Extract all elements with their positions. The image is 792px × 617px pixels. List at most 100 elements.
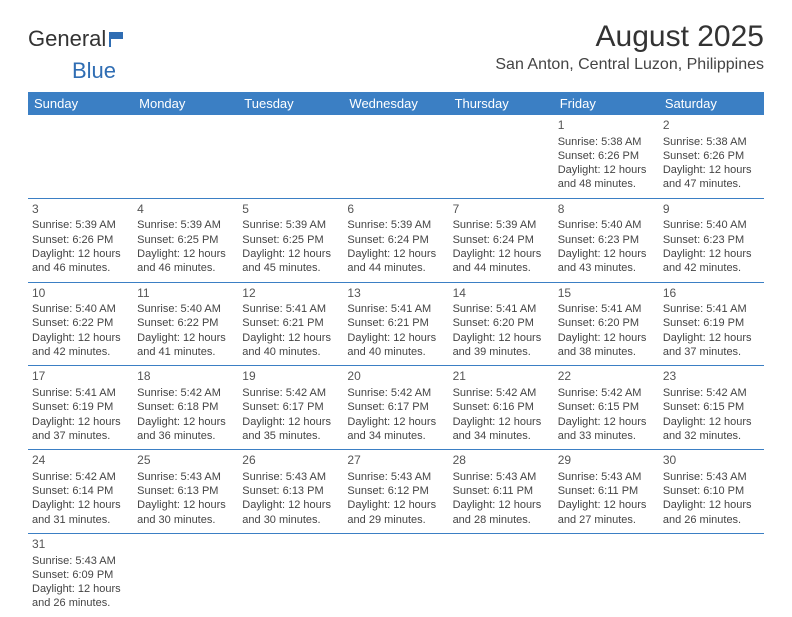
calendar-day-cell: 19Sunrise: 5:42 AMSunset: 6:17 PMDayligh… (238, 366, 343, 450)
calendar-day-cell (554, 533, 659, 616)
daylight-text: Daylight: 12 hours and 30 minutes. (137, 498, 234, 527)
weekday-header: Monday (133, 92, 238, 115)
calendar-day-cell: 27Sunrise: 5:43 AMSunset: 6:12 PMDayligh… (343, 450, 448, 534)
sunrise-text: Sunrise: 5:43 AM (242, 470, 339, 484)
calendar-day-cell: 26Sunrise: 5:43 AMSunset: 6:13 PMDayligh… (238, 450, 343, 534)
sunset-text: Sunset: 6:24 PM (347, 233, 444, 247)
calendar-day-cell: 2Sunrise: 5:38 AMSunset: 6:26 PMDaylight… (659, 115, 764, 198)
daylight-text: Daylight: 12 hours and 41 minutes. (137, 331, 234, 360)
sunset-text: Sunset: 6:26 PM (663, 149, 760, 163)
calendar-day-cell (238, 533, 343, 616)
logo-text-1: General (28, 26, 106, 52)
calendar-day-cell: 29Sunrise: 5:43 AMSunset: 6:11 PMDayligh… (554, 450, 659, 534)
calendar-day-cell: 3Sunrise: 5:39 AMSunset: 6:26 PMDaylight… (28, 198, 133, 282)
sunset-text: Sunset: 6:09 PM (32, 568, 129, 582)
sunrise-text: Sunrise: 5:41 AM (663, 302, 760, 316)
sunrise-text: Sunrise: 5:39 AM (453, 218, 550, 232)
weekday-header: Tuesday (238, 92, 343, 115)
calendar-body: 1Sunrise: 5:38 AMSunset: 6:26 PMDaylight… (28, 115, 764, 617)
sunset-text: Sunset: 6:22 PM (137, 316, 234, 330)
calendar-day-cell: 11Sunrise: 5:40 AMSunset: 6:22 PMDayligh… (133, 282, 238, 366)
day-number: 9 (663, 202, 760, 218)
sunrise-text: Sunrise: 5:43 AM (453, 470, 550, 484)
daylight-text: Daylight: 12 hours and 46 minutes. (137, 247, 234, 276)
daylight-text: Daylight: 12 hours and 48 minutes. (558, 163, 655, 192)
sunrise-text: Sunrise: 5:40 AM (137, 302, 234, 316)
sunrise-text: Sunrise: 5:43 AM (347, 470, 444, 484)
daylight-text: Daylight: 12 hours and 35 minutes. (242, 415, 339, 444)
sunset-text: Sunset: 6:24 PM (453, 233, 550, 247)
day-number: 15 (558, 286, 655, 302)
sunset-text: Sunset: 6:16 PM (453, 400, 550, 414)
sunset-text: Sunset: 6:11 PM (453, 484, 550, 498)
day-number: 7 (453, 202, 550, 218)
daylight-text: Daylight: 12 hours and 39 minutes. (453, 331, 550, 360)
sunset-text: Sunset: 6:21 PM (347, 316, 444, 330)
sunrise-text: Sunrise: 5:39 AM (137, 218, 234, 232)
day-number: 26 (242, 453, 339, 469)
daylight-text: Daylight: 12 hours and 28 minutes. (453, 498, 550, 527)
sunset-text: Sunset: 6:13 PM (242, 484, 339, 498)
sunset-text: Sunset: 6:21 PM (242, 316, 339, 330)
calendar-week-row: 17Sunrise: 5:41 AMSunset: 6:19 PMDayligh… (28, 366, 764, 450)
sunrise-text: Sunrise: 5:42 AM (347, 386, 444, 400)
calendar-week-row: 1Sunrise: 5:38 AMSunset: 6:26 PMDaylight… (28, 115, 764, 198)
sunrise-text: Sunrise: 5:41 AM (32, 386, 129, 400)
location: San Anton, Central Luzon, Philippines (495, 56, 764, 74)
calendar-day-cell: 14Sunrise: 5:41 AMSunset: 6:20 PMDayligh… (449, 282, 554, 366)
daylight-text: Daylight: 12 hours and 37 minutes. (32, 415, 129, 444)
daylight-text: Daylight: 12 hours and 40 minutes. (347, 331, 444, 360)
sunrise-text: Sunrise: 5:43 AM (137, 470, 234, 484)
calendar-table: SundayMondayTuesdayWednesdayThursdayFrid… (28, 92, 764, 617)
daylight-text: Daylight: 12 hours and 34 minutes. (453, 415, 550, 444)
sunrise-text: Sunrise: 5:40 AM (663, 218, 760, 232)
calendar-day-cell: 7Sunrise: 5:39 AMSunset: 6:24 PMDaylight… (449, 198, 554, 282)
calendar-day-cell: 9Sunrise: 5:40 AMSunset: 6:23 PMDaylight… (659, 198, 764, 282)
calendar-week-row: 31Sunrise: 5:43 AMSunset: 6:09 PMDayligh… (28, 533, 764, 616)
calendar-day-cell: 23Sunrise: 5:42 AMSunset: 6:15 PMDayligh… (659, 366, 764, 450)
title-block: August 2025 San Anton, Central Luzon, Ph… (495, 20, 764, 74)
sunrise-text: Sunrise: 5:41 AM (347, 302, 444, 316)
sunrise-text: Sunrise: 5:39 AM (347, 218, 444, 232)
calendar-day-cell: 15Sunrise: 5:41 AMSunset: 6:20 PMDayligh… (554, 282, 659, 366)
calendar-day-cell (343, 533, 448, 616)
day-number: 10 (32, 286, 129, 302)
daylight-text: Daylight: 12 hours and 44 minutes. (453, 247, 550, 276)
month-title: August 2025 (495, 20, 764, 54)
sunset-text: Sunset: 6:26 PM (558, 149, 655, 163)
daylight-text: Daylight: 12 hours and 32 minutes. (663, 415, 760, 444)
calendar-day-cell (28, 115, 133, 198)
calendar-day-cell (238, 115, 343, 198)
flag-icon (109, 30, 131, 48)
sunset-text: Sunset: 6:13 PM (137, 484, 234, 498)
sunrise-text: Sunrise: 5:41 AM (453, 302, 550, 316)
day-number: 28 (453, 453, 550, 469)
day-number: 6 (347, 202, 444, 218)
sunset-text: Sunset: 6:14 PM (32, 484, 129, 498)
sunrise-text: Sunrise: 5:43 AM (32, 554, 129, 568)
calendar-week-row: 10Sunrise: 5:40 AMSunset: 6:22 PMDayligh… (28, 282, 764, 366)
day-number: 19 (242, 369, 339, 385)
sunrise-text: Sunrise: 5:40 AM (558, 218, 655, 232)
sunset-text: Sunset: 6:23 PM (558, 233, 655, 247)
day-number: 25 (137, 453, 234, 469)
sunset-text: Sunset: 6:22 PM (32, 316, 129, 330)
day-number: 24 (32, 453, 129, 469)
sunrise-text: Sunrise: 5:41 AM (242, 302, 339, 316)
sunset-text: Sunset: 6:18 PM (137, 400, 234, 414)
sunrise-text: Sunrise: 5:40 AM (32, 302, 129, 316)
day-number: 2 (663, 118, 760, 134)
sunrise-text: Sunrise: 5:42 AM (32, 470, 129, 484)
day-number: 29 (558, 453, 655, 469)
sunset-text: Sunset: 6:17 PM (347, 400, 444, 414)
daylight-text: Daylight: 12 hours and 27 minutes. (558, 498, 655, 527)
daylight-text: Daylight: 12 hours and 47 minutes. (663, 163, 760, 192)
daylight-text: Daylight: 12 hours and 31 minutes. (32, 498, 129, 527)
weekday-header-row: SundayMondayTuesdayWednesdayThursdayFrid… (28, 92, 764, 115)
sunrise-text: Sunrise: 5:42 AM (663, 386, 760, 400)
day-number: 21 (453, 369, 550, 385)
sunset-text: Sunset: 6:23 PM (663, 233, 760, 247)
day-number: 12 (242, 286, 339, 302)
sunrise-text: Sunrise: 5:43 AM (558, 470, 655, 484)
daylight-text: Daylight: 12 hours and 26 minutes. (663, 498, 760, 527)
